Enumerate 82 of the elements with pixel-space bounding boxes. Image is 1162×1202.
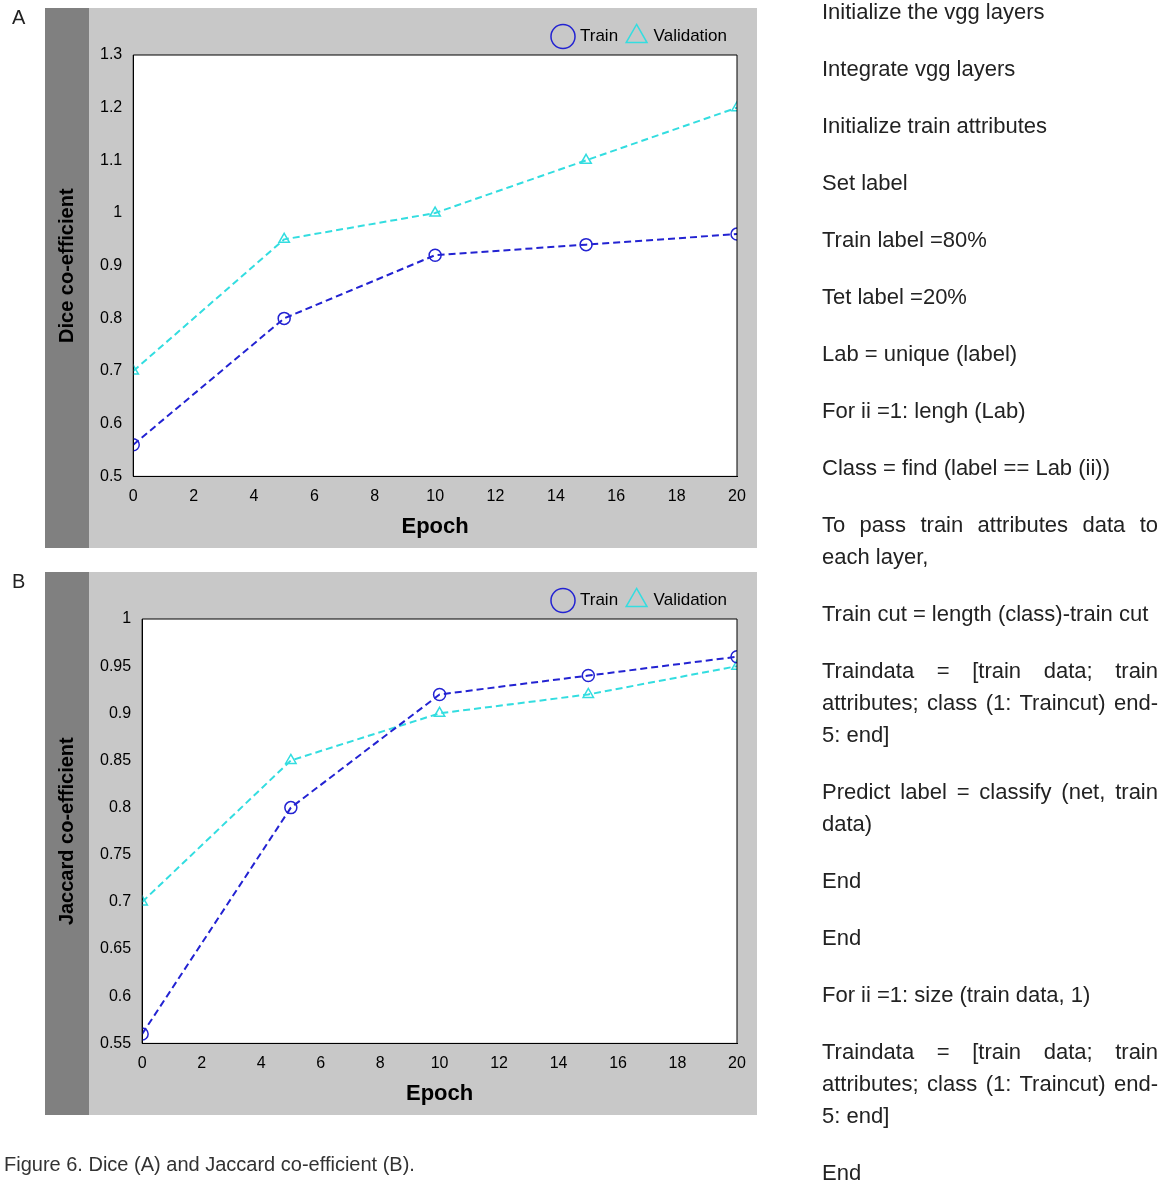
y-tick-label: 0.9 <box>99 256 123 274</box>
point <box>428 248 442 262</box>
x-tick-label: 2 <box>197 1054 207 1072</box>
text: Predict label = classify (net, train data) <box>822 778 1158 838</box>
y-tick-label: 1 <box>122 609 132 627</box>
point <box>284 753 297 765</box>
y-tick-label: 0.7 <box>99 361 123 379</box>
y-tick-label: 0.7 <box>108 892 132 910</box>
y-tick-label: 0.6 <box>108 986 132 1004</box>
point <box>429 206 442 217</box>
point <box>284 800 298 815</box>
x-tick-label: 18 <box>668 1054 687 1072</box>
y-tick-label: 1.1 <box>99 150 123 168</box>
point <box>582 687 595 699</box>
y-tick-label: 0.75 <box>100 845 132 863</box>
text: Tet label =20% <box>822 283 968 311</box>
point <box>432 687 447 702</box>
x-tick-label: 20 <box>728 1054 746 1072</box>
text: For ii =1: size (train data, 1) <box>822 981 1092 1009</box>
x-tick-label: 18 <box>667 487 686 505</box>
text: Train cut = length (class)-train cut <box>822 600 1150 628</box>
y-axis-title: Dice co-efficient <box>54 188 77 343</box>
x-tick-label: 10 <box>426 487 445 505</box>
legend-label: Train <box>580 590 619 610</box>
text: End <box>822 867 863 895</box>
point <box>277 311 291 326</box>
legend-label: Train <box>580 26 619 46</box>
y-tick-label: 0.5 <box>99 466 123 484</box>
y-tick-label: 1 <box>113 203 123 221</box>
text: B <box>12 570 26 593</box>
y-tick-label: 0.9 <box>108 703 132 721</box>
text: Traindata = [train data; train attributes; class (1: Traincut) end-5: end] <box>822 657 1158 749</box>
x-tick-label: 16 <box>609 1054 628 1072</box>
text: Traindata = [train data; train attributes; class (1: Traincut) end-5: end] <box>822 1038 1158 1130</box>
x-tick-label: 10 <box>430 1054 449 1072</box>
text: A <box>12 6 26 29</box>
y-tick-label: 1.3 <box>99 45 123 63</box>
caption: Figure 6. Dice (A) and Jaccard co-efficient (B). <box>4 1153 415 1176</box>
y-tick-label: 1.2 <box>99 98 123 116</box>
x-tick-label: 14 <box>549 1054 568 1072</box>
text: Lab = unique (label) <box>822 340 1019 368</box>
text: Initialize train attributes <box>822 112 1048 140</box>
x-tick-label: 0 <box>128 487 138 505</box>
y-tick-label: 0.65 <box>100 939 132 957</box>
point <box>433 706 446 718</box>
text: End <box>822 1159 863 1187</box>
text: Train label =80% <box>822 226 988 254</box>
x-tick-label: 6 <box>309 487 319 505</box>
y-axis-title: Jaccard co-efficient <box>54 736 77 926</box>
x-tick-label: 20 <box>728 487 746 505</box>
text: For ii =1: lengh (Lab) <box>822 397 1027 425</box>
y-tick-label: 0.8 <box>99 308 123 326</box>
text: To pass train attributes data to each layer, <box>822 511 1158 571</box>
point <box>581 668 596 683</box>
x-axis-title: Epoch <box>405 1079 474 1105</box>
text: End <box>822 924 863 952</box>
text: Class = find (label == Lab (ii)) <box>822 454 1111 482</box>
x-tick-label: 12 <box>490 1054 509 1072</box>
text: Initialize the vgg layers <box>822 0 1046 26</box>
x-tick-label: 6 <box>316 1054 326 1072</box>
x-tick-label: 14 <box>546 487 565 505</box>
y-tick-label: 0.95 <box>100 656 132 674</box>
x-tick-label: 2 <box>189 487 199 505</box>
x-tick-label: 4 <box>256 1054 266 1072</box>
legend-label: Validation <box>653 26 727 46</box>
x-tick-label: 12 <box>486 487 505 505</box>
point <box>580 153 593 165</box>
point <box>579 237 593 252</box>
x-tick-label: 0 <box>137 1054 147 1072</box>
x-tick-label: 4 <box>249 487 259 505</box>
x-axis-title: Epoch <box>401 512 469 538</box>
x-tick-label: 16 <box>607 487 626 505</box>
y-tick-label: 0.6 <box>99 414 123 432</box>
text: Set label <box>822 169 909 197</box>
x-tick-label: 8 <box>375 1054 385 1072</box>
y-tick-label: 0.55 <box>100 1033 132 1051</box>
point <box>278 232 291 244</box>
y-tick-label: 0.85 <box>100 750 132 768</box>
y-tick-label: 0.8 <box>108 798 132 816</box>
x-tick-label: 8 <box>370 487 380 505</box>
legend-label: Validation <box>653 590 727 610</box>
text: Integrate vgg layers <box>822 55 1017 83</box>
